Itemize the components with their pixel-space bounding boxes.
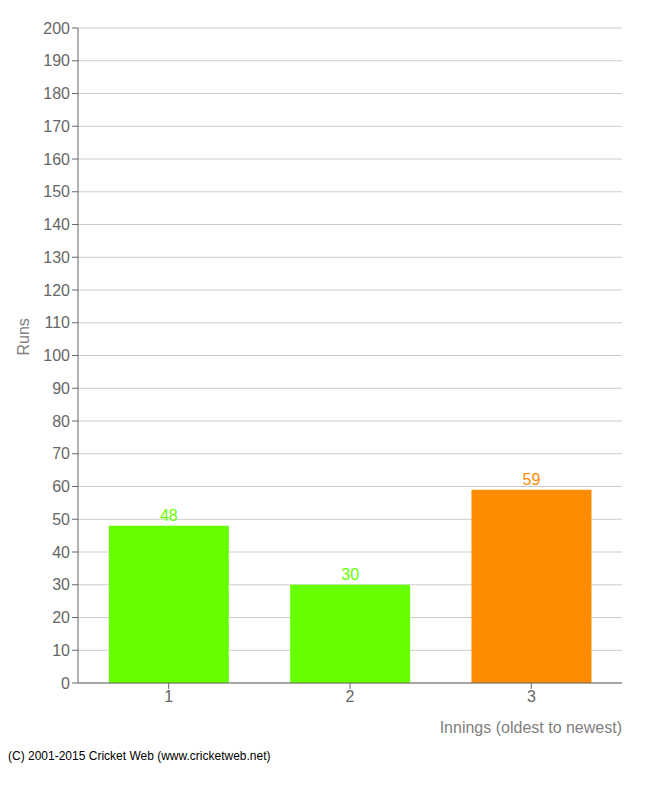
svg-text:120: 120 [43, 282, 70, 299]
svg-text:140: 140 [43, 216, 70, 233]
svg-text:3: 3 [527, 688, 536, 705]
svg-text:0: 0 [61, 675, 70, 692]
svg-text:200: 200 [43, 20, 70, 37]
svg-text:1: 1 [164, 688, 173, 705]
svg-text:10: 10 [52, 642, 70, 659]
svg-text:80: 80 [52, 413, 70, 430]
svg-text:110: 110 [44, 314, 70, 331]
svg-text:170: 170 [43, 118, 70, 135]
svg-text:60: 60 [52, 478, 70, 495]
svg-text:160: 160 [43, 151, 70, 168]
svg-text:90: 90 [52, 380, 70, 397]
svg-text:40: 40 [52, 544, 70, 561]
svg-text:48: 48 [160, 507, 178, 524]
html-text:(C) 2001-2015 Cricket Web (www: (C) 2001-2015 Cricket Web (www.cricketwe… [8, 749, 271, 763]
svg-text:100: 100 [43, 347, 70, 364]
svg-text:150: 150 [43, 183, 70, 200]
svg-text:2: 2 [346, 688, 355, 705]
svg-text:30: 30 [52, 576, 70, 593]
svg-text:59: 59 [523, 471, 541, 488]
svg-text:Runs: Runs [15, 318, 32, 355]
svg-text:180: 180 [43, 85, 70, 102]
svg-text:190: 190 [43, 52, 70, 69]
svg-text:Innings (oldest to newest): Innings (oldest to newest) [440, 719, 622, 736]
svg-text:130: 130 [43, 249, 70, 266]
svg-text:70: 70 [52, 445, 70, 462]
svg-text:30: 30 [341, 566, 359, 583]
svg-text:50: 50 [52, 511, 70, 528]
svg-text:20: 20 [52, 609, 70, 626]
